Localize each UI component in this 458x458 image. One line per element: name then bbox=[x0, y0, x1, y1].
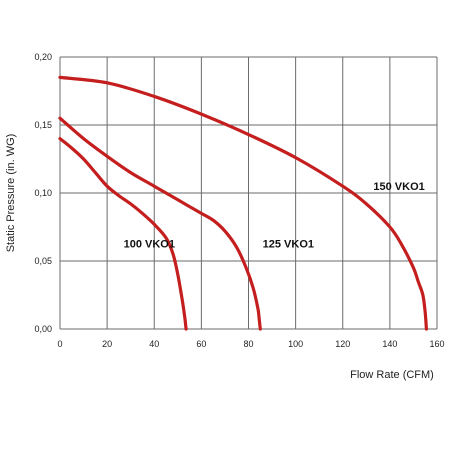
series-line-125-vko1 bbox=[58, 116, 262, 331]
y-tick-label: 0,10 bbox=[34, 188, 52, 198]
x-tick-label: 40 bbox=[149, 339, 159, 349]
y-tick-label: 0,20 bbox=[34, 52, 52, 62]
series-line-150-vko1 bbox=[58, 75, 428, 331]
y-tick-label: 0,05 bbox=[34, 256, 52, 266]
series-labels: 100 VKO1 125 VKO1 150 VKO1 bbox=[124, 181, 425, 250]
x-tick-label: 60 bbox=[196, 339, 206, 349]
x-tick-label: 0 bbox=[57, 339, 62, 349]
series-label: 125 VKO1 bbox=[263, 238, 314, 250]
series-line-100-vko1 bbox=[58, 137, 188, 331]
series-label: 100 VKO1 bbox=[124, 238, 175, 250]
x-tick-label: 20 bbox=[102, 339, 112, 349]
series-lines bbox=[58, 75, 428, 331]
x-tick-label: 80 bbox=[243, 339, 253, 349]
y-tick-label: 0,15 bbox=[34, 120, 52, 130]
grid bbox=[59, 56, 438, 330]
x-tick-label: 160 bbox=[429, 339, 444, 349]
y-axis-title: Static Pressure (in. WG) bbox=[5, 134, 17, 253]
x-tick-label: 100 bbox=[288, 339, 303, 349]
series-label: 150 VKO1 bbox=[373, 181, 424, 193]
x-tick-label: 120 bbox=[335, 339, 350, 349]
x-axis-title: Flow Rate (CFM) bbox=[350, 369, 434, 381]
x-tick-label: 140 bbox=[382, 339, 397, 349]
tick-labels: 0 20 40 60 80 100 120 140 160 0,00 0,05 0,10 0,15 0,2… bbox=[34, 52, 444, 349]
y-tick-label: 0,00 bbox=[34, 324, 52, 334]
